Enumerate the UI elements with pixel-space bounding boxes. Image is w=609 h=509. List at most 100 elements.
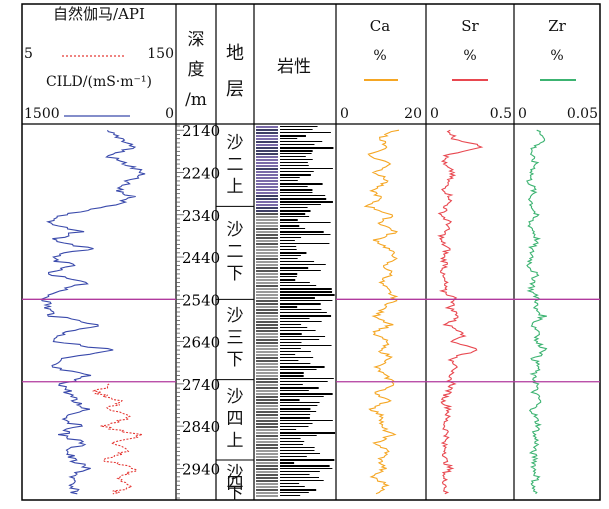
lithology-band (256, 258, 278, 260)
lithology-bar (280, 222, 331, 223)
lithology-band (256, 468, 278, 470)
lithology-bar (280, 387, 319, 389)
depth-title-unit: /m (185, 90, 207, 110)
lithology-bar (280, 378, 334, 379)
lithology-bar (280, 213, 306, 215)
lithology-bar (280, 318, 310, 319)
lithology-band (256, 414, 278, 416)
lithology-bar (280, 444, 304, 445)
lithology-bar (280, 330, 316, 331)
lithology-bar (280, 168, 333, 169)
lithology-band (256, 375, 278, 377)
cild-track-title: CILD/(mS·m⁻¹) (46, 74, 152, 90)
lithology-band (256, 180, 278, 182)
lithology-band (256, 450, 278, 452)
lithology-bar (280, 300, 333, 301)
lithology-bar (280, 333, 302, 335)
lithology-bar (280, 309, 322, 310)
zr-axis-max: 0.05 (566, 106, 598, 122)
lithology-band (256, 267, 278, 269)
lithology-bar (280, 171, 314, 172)
lithology-band (256, 363, 278, 365)
lithology-bar (280, 231, 324, 233)
outer-border (21, 3, 601, 501)
lithology-bar (280, 447, 315, 448)
lithology-bar (280, 219, 298, 221)
lithology-bar (280, 420, 333, 421)
lithology-bar (280, 306, 298, 308)
lithology-bar (280, 336, 326, 337)
lithology-bar (280, 492, 309, 493)
lithology-bar (280, 261, 315, 262)
cild-curve (40, 129, 146, 495)
lithology-bar (280, 249, 297, 250)
lithology-band (256, 147, 278, 149)
lithology-band (256, 231, 278, 233)
stratum-title-char-1: 地 (226, 43, 244, 64)
lithology-band (256, 207, 278, 209)
lithology-band (256, 429, 278, 431)
lithology-bar (280, 189, 313, 191)
lithology-bar (280, 144, 315, 145)
lithology-band (256, 249, 278, 251)
lithology-bar (280, 162, 308, 163)
lithology-bar (280, 153, 312, 154)
lithology-band (256, 306, 278, 308)
lithology-band (256, 321, 278, 323)
stratum-unit-label-char: 沙 (226, 219, 244, 240)
lithology-band (256, 423, 278, 425)
lithology-bar (280, 327, 308, 328)
lithology-band (256, 357, 278, 359)
lithology-band (256, 336, 278, 338)
lithology-bar (280, 384, 303, 385)
lithology-band (256, 210, 278, 212)
lithology-band (256, 315, 278, 317)
lithology-band (256, 141, 278, 143)
lithology-bar (280, 375, 304, 377)
ca-axis-min: 0 (340, 106, 349, 122)
lithology-bar (280, 450, 315, 451)
lithology-bar (280, 357, 314, 358)
lithology-band (256, 288, 278, 290)
lithology-bar (280, 258, 298, 259)
lithology-bar (280, 441, 305, 442)
lithology-bar (280, 243, 330, 244)
lithology-band (256, 279, 278, 281)
lithology-band (256, 156, 278, 158)
lithology-bar (280, 255, 301, 256)
lithology-bar (280, 246, 297, 247)
lithology-band (256, 324, 278, 326)
lithology-band (256, 297, 278, 299)
lithology-band (256, 465, 278, 467)
lithology-bar (280, 324, 302, 325)
lithology-band (256, 339, 278, 341)
sr-track-unit: % (463, 48, 477, 64)
lithology-bar (280, 204, 321, 205)
stratum-unit-label-char: 沙 (226, 462, 244, 483)
lithology-band (256, 477, 278, 479)
lithology-band (256, 327, 278, 329)
lithology-band (256, 291, 278, 293)
marker-layer (22, 298, 600, 383)
lithology-band (256, 168, 278, 170)
lithology-band (256, 411, 278, 413)
lithology-bar (280, 429, 297, 430)
lithology-band (256, 159, 278, 161)
stratum-unit-label-char: 下 (226, 484, 244, 505)
depth-tick-label: 2440 (182, 249, 220, 267)
depth-tick-label: 2340 (182, 207, 220, 225)
lithology-band (256, 195, 278, 197)
stratum-title-char-2: 层 (226, 79, 244, 100)
lithology-bar (280, 381, 328, 382)
lithology-band (256, 225, 278, 227)
gamma-curve (91, 383, 143, 495)
lithology-band (256, 285, 278, 287)
depth-tick-label: 2240 (182, 165, 220, 183)
lithology-bar (280, 186, 308, 187)
lithology-band (256, 471, 278, 473)
lithology-band (256, 351, 278, 353)
lithology-bar (280, 207, 308, 208)
stratum-unit-label-char: 沙 (226, 133, 244, 154)
lithology-band (256, 222, 278, 224)
lithology-band (256, 234, 278, 236)
